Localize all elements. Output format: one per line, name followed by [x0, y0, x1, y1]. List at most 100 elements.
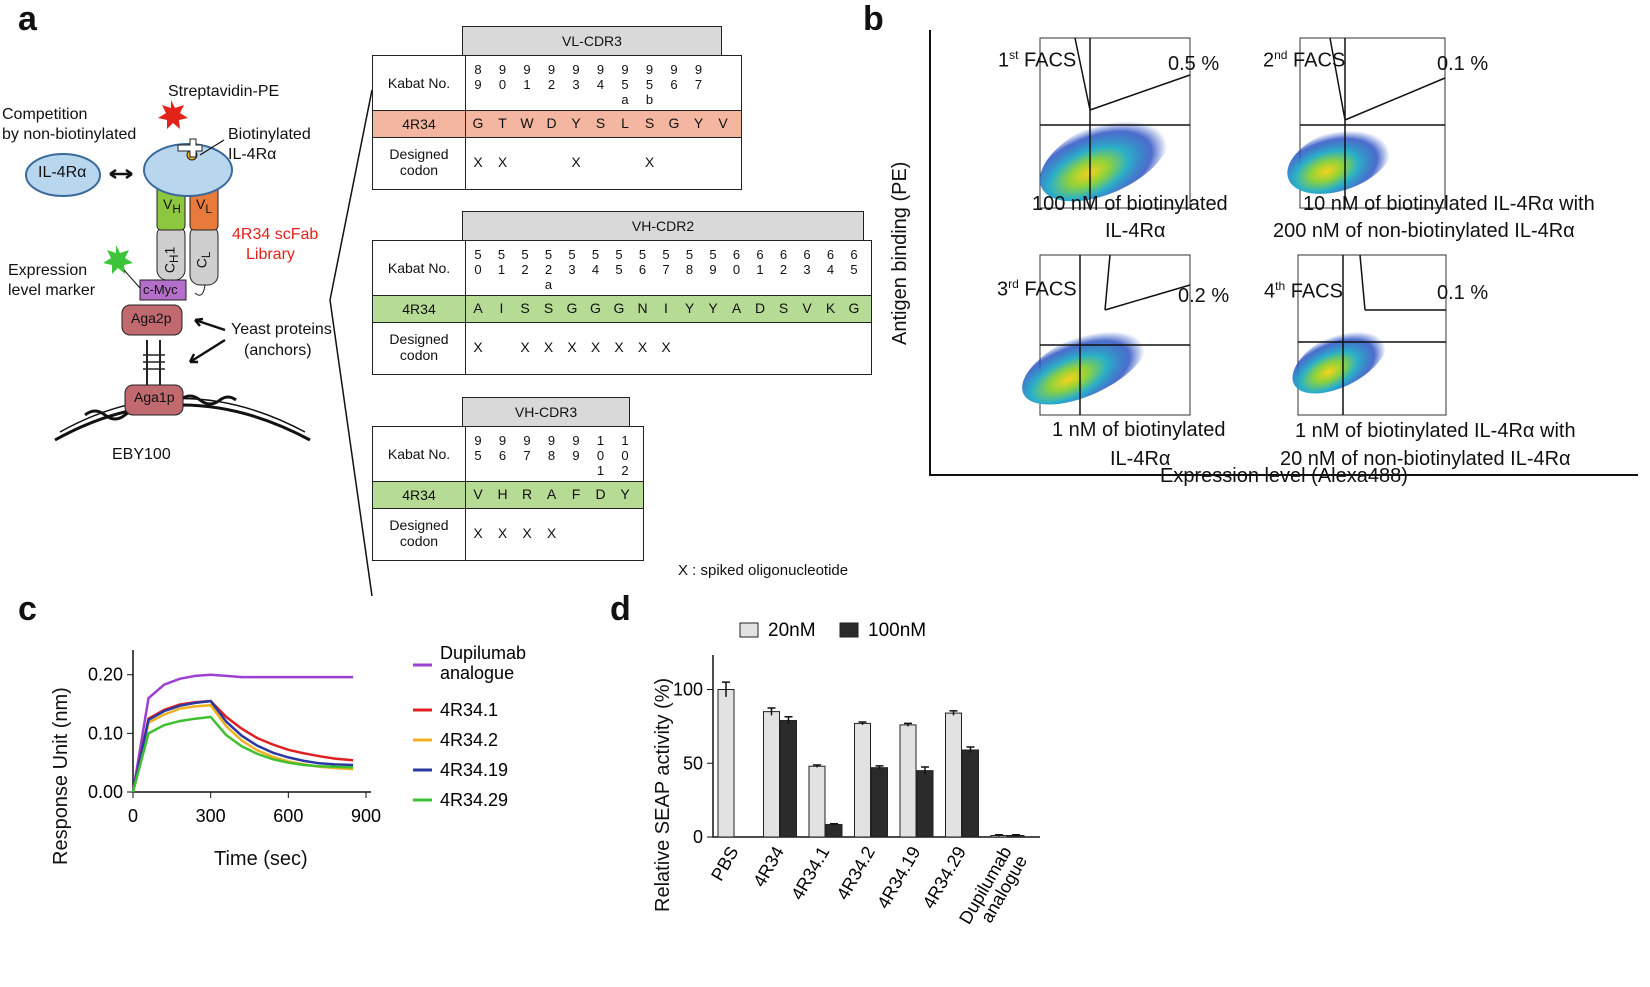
residue: I: [499, 300, 504, 316]
facs-percent-4: 0.1 %: [1437, 282, 1489, 304]
label-library-1: 4R34 scFab: [232, 226, 319, 243]
bar-100nM-4R34.2: [871, 767, 888, 838]
label-il4ra-free: IL-4Rα: [38, 164, 87, 181]
residue: G: [590, 300, 601, 316]
kabat-number: 9 1: [523, 62, 531, 92]
x-tick-label: 600: [273, 806, 303, 826]
facs-caption-3a: 1 nM of biotinylated: [1052, 419, 1226, 441]
kinetics-chart: 0 300 600 900 0.00 0.10 0.20 Dupilumabanalogue 4…: [88, 643, 526, 826]
panel-label-c: c: [18, 590, 37, 628]
error-bar: [995, 834, 1003, 837]
bar-100nM-4R34.29: [962, 749, 979, 838]
category-label: 4R34.19: [873, 843, 924, 912]
legend-label: Dupilumab: [440, 643, 526, 663]
kabat-number: 9 7: [694, 62, 703, 92]
residue: R: [521, 486, 533, 502]
residue: V: [718, 115, 728, 131]
label-cmyc: c-Myc: [143, 282, 178, 297]
facs-plot-3: [1022, 254, 1191, 416]
kabat-number: 9 4: [596, 62, 605, 92]
residue: G: [848, 300, 860, 316]
y-tick-label: 100: [673, 680, 703, 700]
kabat-number: 5 2 a: [544, 247, 553, 292]
error-bar: [875, 765, 884, 770]
facs-caption-2a: 10 nM of biotinylated IL-4Rα with: [1303, 193, 1595, 215]
spiked-codon-mark: X: [567, 339, 577, 355]
cdr-table-title: VH-CDR2: [462, 211, 864, 241]
cdr-table: Kabat No. 4R34 Designed codon 5 0 5 1 5 2 5 2 …: [372, 240, 872, 375]
error-bar: [830, 822, 838, 826]
kabat-number: 6 0: [732, 247, 741, 277]
seap-y-label: Relative SEAP activity (%): [652, 677, 674, 912]
label-aga2p: Aga2p: [131, 310, 172, 326]
facs-plot-4: [1292, 254, 1447, 416]
kabat-number: 6 1: [756, 247, 764, 277]
kabat-number: 9 2: [547, 62, 556, 92]
facs-caption-1b: IL-4Rα: [1105, 220, 1166, 242]
spiked-codon-mark: X: [614, 339, 624, 355]
row-label-codon: Designed codon: [389, 146, 449, 178]
zoom-lines: [329, 89, 373, 597]
row-label-kabat: Kabat No.: [387, 446, 451, 462]
cell-wall-squiggle-right: [179, 394, 237, 406]
kabat-number: 1 0 1: [596, 433, 605, 478]
residue: L: [621, 115, 629, 131]
kinetics-x-label: Time (sec): [214, 848, 308, 870]
kabat-number: 9 9: [572, 433, 580, 463]
kabat-number: 5 6: [638, 247, 647, 277]
residue: V: [802, 300, 812, 316]
error-bar: [904, 722, 912, 727]
bar-20nM-4R34.2: [854, 722, 871, 838]
legend-swatch: [839, 622, 859, 638]
cmyc-box: [139, 279, 187, 301]
residue: Y: [620, 486, 630, 502]
legend-label: 4R34.1: [440, 700, 498, 720]
facs-caption-3b: IL-4Rα: [1110, 448, 1171, 470]
residue: V: [473, 486, 483, 502]
residue: T: [498, 115, 507, 131]
bar-100nM-4R34: [780, 719, 797, 838]
axes: [132, 650, 371, 793]
spiked-codon-mark: X: [520, 339, 530, 355]
spiked-codon-mark: X: [571, 154, 581, 170]
legend-label: 4R34.29: [440, 790, 508, 810]
kabat-number: 5 7: [662, 247, 670, 277]
kabat-number: 6 4: [826, 247, 835, 277]
row-label-codon: Designed codon: [389, 331, 449, 363]
error-bar: [767, 707, 776, 716]
residue: G: [613, 300, 625, 316]
bar-20nM-4R34.1: [808, 765, 826, 838]
facs-caption-1a: 100 nM of biotinylated: [1032, 193, 1228, 215]
residue: S: [778, 300, 789, 316]
kabat-number: 1 0 2: [621, 433, 629, 478]
series-line-Dupilumab analogue: [131, 673, 354, 793]
row-label-kabat: Kabat No.: [387, 75, 451, 91]
residue: S: [520, 300, 530, 316]
label-yeast-1: Yeast proteins: [231, 321, 332, 338]
yeast-display-schematic: [25, 89, 373, 597]
facs-axes: [929, 30, 1638, 476]
cdr-table: Kabat No. 4R34 Designed codon 8 9 9 0 9 1 9 2 9…: [372, 55, 742, 190]
kinetics-y-label: Response Unit (nm): [50, 687, 72, 865]
residue: A: [546, 486, 557, 502]
pe-fluorophore-icon: [158, 100, 188, 129]
facs-caption-2b: 200 nM of non-biotinylated IL-4Rα: [1273, 220, 1575, 242]
alexa488-fluorophore-icon: [103, 245, 133, 274]
facs-round-4: 4th FACS: [1264, 279, 1343, 303]
spiked-codon-mark: X: [497, 154, 508, 170]
error-bar: [813, 764, 821, 768]
y-tick-label: 0: [693, 827, 703, 847]
error-bar: [949, 710, 958, 716]
spiked-codon-mark: X: [473, 339, 483, 355]
kabat-number: 9 5 b: [645, 62, 654, 107]
error-bar: [858, 721, 867, 725]
facs-percent-2: 0.1 %: [1437, 53, 1489, 75]
residue: H: [497, 486, 508, 502]
kabat-number: 9 5: [474, 433, 482, 463]
kabat-number: 5 3: [568, 247, 576, 277]
bar-20nM-PBS: [717, 689, 735, 838]
x-tick-label: 900: [351, 806, 381, 826]
label-aga1p: Aga1p: [134, 389, 175, 405]
residue: D: [546, 115, 557, 131]
